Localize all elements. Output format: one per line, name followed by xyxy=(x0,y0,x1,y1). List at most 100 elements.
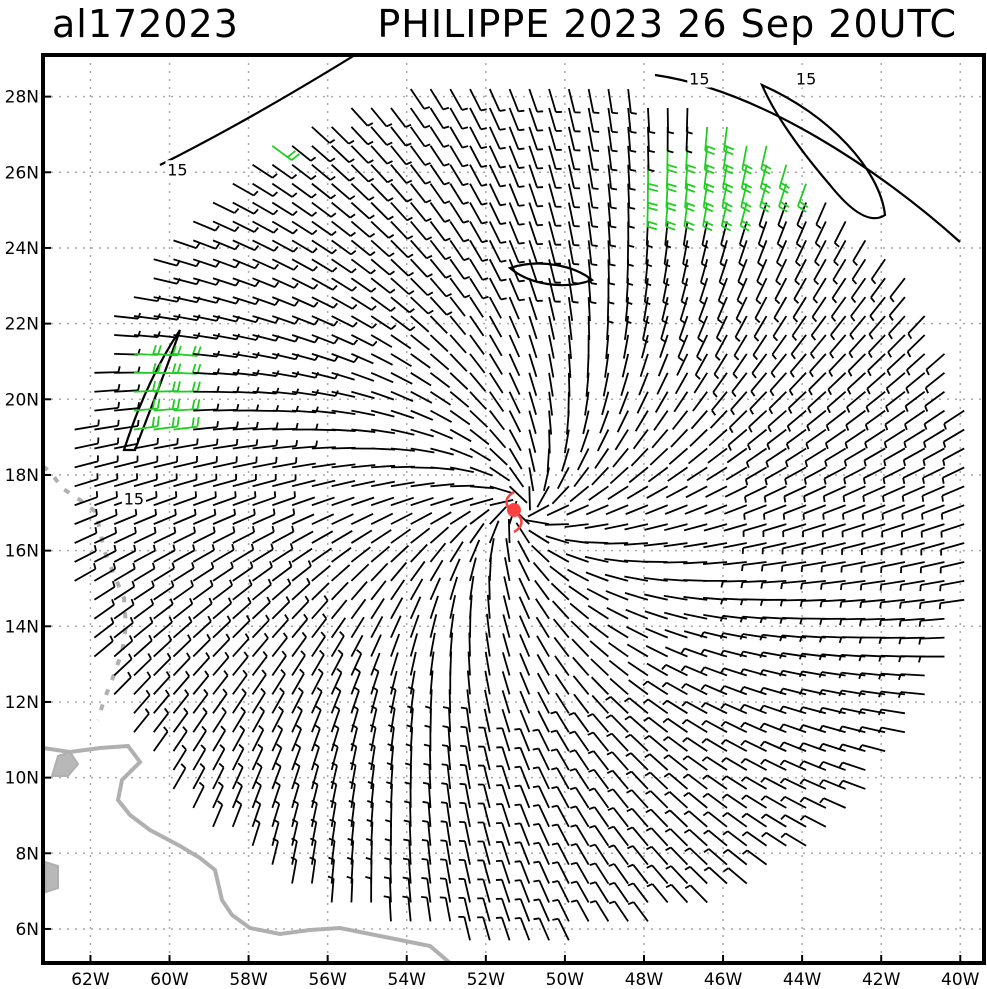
wind-barb xyxy=(133,616,154,639)
wind-barb xyxy=(800,579,826,590)
wind-barb xyxy=(351,371,375,382)
wind-barb xyxy=(704,126,716,156)
wind-barb xyxy=(683,810,708,828)
wind-barb xyxy=(331,390,356,398)
wind-barb xyxy=(589,843,610,866)
wind-barb xyxy=(643,296,650,325)
wind-barb xyxy=(607,788,629,809)
wind-barb xyxy=(813,258,827,286)
wind-barb xyxy=(921,466,945,484)
wind-barb xyxy=(74,544,97,563)
wind-barb xyxy=(861,523,886,538)
wind-barb xyxy=(192,688,209,714)
wind-barb xyxy=(390,126,412,147)
wind-barb xyxy=(528,202,544,227)
wind-barb xyxy=(567,372,571,397)
wind-barb xyxy=(518,596,531,620)
wind-barb xyxy=(900,542,925,556)
wind-barb xyxy=(477,916,491,941)
wind-barb xyxy=(626,826,649,847)
wind-barb xyxy=(920,542,945,556)
wind-barb xyxy=(460,744,471,771)
wind-barb xyxy=(251,687,266,714)
wind-barb xyxy=(410,220,433,241)
wind-barb xyxy=(528,221,543,246)
wind-barb xyxy=(907,315,926,340)
lon-tick-label: 56W xyxy=(308,970,347,989)
wind-barb xyxy=(488,296,502,319)
wind-barb xyxy=(271,508,296,525)
wind-barb xyxy=(450,466,474,473)
wind-barb xyxy=(212,491,237,507)
wind-barb xyxy=(390,447,415,452)
wind-barb xyxy=(508,466,525,488)
wind-barb xyxy=(863,447,886,467)
wind-barb xyxy=(390,145,412,166)
wind-barb xyxy=(423,762,432,790)
wind-barb xyxy=(660,315,669,343)
wind-barb xyxy=(383,895,392,922)
wind-barb xyxy=(311,315,339,327)
wind-barb xyxy=(469,239,489,262)
wind-barb xyxy=(654,391,669,413)
wind-barb xyxy=(814,221,827,248)
wind-barb xyxy=(720,702,748,715)
wind-barb xyxy=(776,221,788,249)
wind-barb xyxy=(900,561,925,574)
wind-barb xyxy=(588,622,609,639)
wind-barb xyxy=(350,182,375,201)
wind-barb xyxy=(390,315,416,332)
wind-barb xyxy=(567,568,590,582)
wind-barb xyxy=(390,390,414,402)
wind-barb xyxy=(514,860,531,884)
wind-barb xyxy=(193,421,219,431)
lat-tick-label: 28N xyxy=(5,88,39,108)
wind-barb xyxy=(469,557,477,582)
wind-barb xyxy=(758,202,768,230)
wind-barb xyxy=(212,597,233,620)
wind-barb xyxy=(833,221,847,248)
wind-barb xyxy=(567,334,573,359)
wind-barb xyxy=(271,560,293,582)
wind-barb xyxy=(489,498,514,507)
wind-barb xyxy=(449,428,472,443)
wind-barb xyxy=(390,512,413,525)
wind-barb xyxy=(370,580,387,601)
wind-barb xyxy=(133,671,152,696)
wind-barb xyxy=(489,391,505,413)
wind-barb xyxy=(754,296,768,324)
wind-barb xyxy=(351,480,376,488)
wind-barb xyxy=(508,183,525,207)
wind-barb xyxy=(827,372,847,396)
wind-barb xyxy=(421,857,432,884)
wind-barb xyxy=(740,579,767,589)
wind-barb xyxy=(488,183,507,207)
wind-barb xyxy=(606,751,629,771)
wind-barb xyxy=(554,673,570,695)
wind-barb xyxy=(722,145,734,175)
wind-barb xyxy=(469,296,484,318)
wind-barb xyxy=(842,504,866,520)
wind-barb xyxy=(489,353,503,375)
wind-barb xyxy=(605,714,629,733)
wind-barb xyxy=(519,709,531,733)
wind-barb xyxy=(173,473,198,488)
wind-barb xyxy=(153,616,173,639)
wind-barb xyxy=(441,744,452,771)
wind-barb xyxy=(449,595,457,619)
contour-label-bg xyxy=(121,489,146,508)
wind-barb xyxy=(741,794,768,809)
wind-barb xyxy=(192,258,221,268)
wind-barb xyxy=(74,473,99,488)
wind-barb xyxy=(350,563,370,582)
lat-tick-label: 20N xyxy=(5,390,39,410)
wind-barb xyxy=(212,579,233,601)
wind-barb xyxy=(133,544,156,563)
wind-barb xyxy=(760,795,787,809)
wind-barb xyxy=(192,615,212,639)
wind-barb xyxy=(508,296,520,320)
wind-barb xyxy=(486,613,491,638)
wind-barb xyxy=(550,748,570,771)
wind-barb xyxy=(703,164,715,194)
wind-barb xyxy=(644,593,668,601)
